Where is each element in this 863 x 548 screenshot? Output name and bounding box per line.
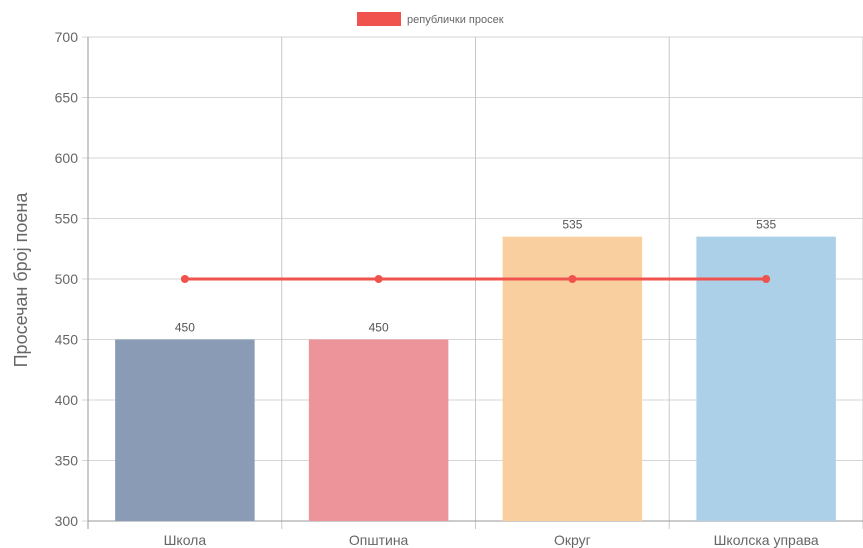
- data-label-1: 450: [369, 321, 389, 335]
- y-axis-ticks: 300 350 400 450 500 550 600 650 700: [55, 29, 79, 529]
- line-point-1[interactable]: [374, 275, 383, 283]
- y-tick-label-650: 650: [55, 90, 79, 106]
- bar-2[interactable]: [502, 236, 643, 521]
- y-axis-title: Просечан број поена: [11, 192, 31, 368]
- y-tick-label-300: 300: [55, 513, 79, 529]
- data-labels: 450 450 535 535: [175, 218, 777, 335]
- line-point-2[interactable]: [568, 275, 577, 283]
- x-tick-label-2: Округ: [554, 532, 591, 548]
- line-point-3[interactable]: [762, 275, 771, 283]
- y-tick-label-450: 450: [55, 332, 79, 348]
- bar-0[interactable]: [115, 339, 255, 522]
- legend: републички просек: [357, 12, 504, 26]
- x-tick-label-0: Школа: [164, 532, 207, 548]
- data-label-3: 535: [756, 218, 776, 232]
- y-tick-label-400: 400: [55, 392, 79, 408]
- bars: [115, 236, 836, 522]
- data-label-2: 535: [562, 218, 582, 232]
- x-tick-label-1: Општина: [349, 532, 409, 548]
- x-axis-ticks: Школа Општина Округ Школска управа: [164, 532, 819, 548]
- line-point-0[interactable]: [180, 275, 189, 283]
- bar-1[interactable]: [308, 339, 449, 522]
- y-tick-label-550: 550: [55, 211, 79, 227]
- y-tick-label-700: 700: [55, 29, 79, 45]
- y-tick-label-500: 500: [55, 271, 79, 287]
- bar-3[interactable]: [696, 236, 836, 521]
- y-tick-label-350: 350: [55, 453, 79, 469]
- line-series-republicki-prosek: [180, 275, 771, 283]
- data-label-0: 450: [175, 321, 195, 335]
- x-tick-label-3: Школска управа: [714, 532, 819, 548]
- y-tick-label-600: 600: [55, 150, 79, 166]
- legend-swatch-republicki-prosek[interactable]: [357, 12, 401, 26]
- legend-label-republicki-prosek: републички просек: [407, 14, 504, 26]
